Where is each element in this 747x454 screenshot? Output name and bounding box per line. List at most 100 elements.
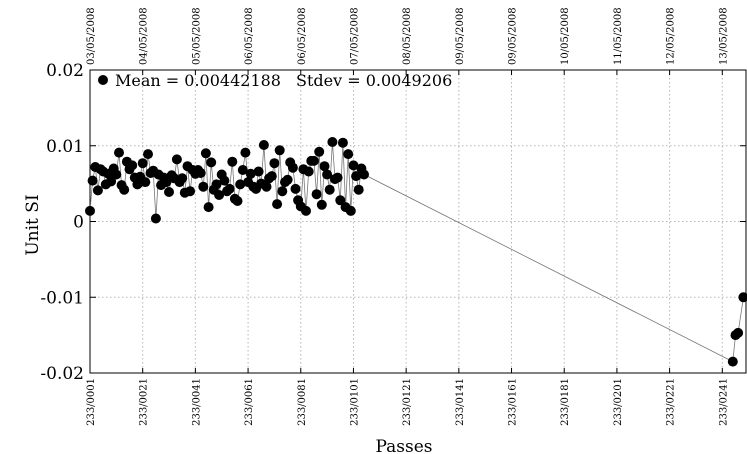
data-point [200,148,211,159]
bottom-tick-label: 233/0241 [718,378,729,426]
data-point [211,179,222,190]
bottom-tick-label: 233/0041 [191,378,202,426]
data-point [269,158,280,169]
y-tick-label: 0.02 [46,61,84,81]
data-point [287,162,298,173]
data-point [266,171,277,182]
data-point [119,184,130,195]
data-point [359,169,369,180]
bottom-tick-label: 233/0201 [613,378,624,426]
data-point [106,176,117,187]
top-tick-label: 09/05/2008 [508,7,519,65]
y-tick-label: -0.02 [40,364,84,384]
data-point [127,160,138,171]
data-point [111,169,122,180]
bottom-tick-label: 233/0001 [86,378,97,426]
top-tick-label: 06/05/2008 [297,7,308,65]
data-point [245,168,256,179]
top-tick-label: 04/05/2008 [139,7,150,65]
data-point [332,172,343,183]
data-point [203,202,214,213]
bottom-tick-label: 233/0141 [455,378,466,426]
data-point [319,161,330,172]
bottom-tick-label: 233/0161 [508,378,519,426]
data-point [351,171,362,182]
data-point [316,199,327,210]
top-tick-label: 03/05/2008 [86,7,97,65]
data-point [253,166,264,177]
data-point [161,177,172,188]
top-tick-label: 05/05/2008 [191,7,202,65]
y-axis-ticks: 0.02 0.01 0 -0.01 -0.02 [40,61,746,384]
data-point [235,179,246,190]
bottom-tick-label: 233/0061 [244,378,255,426]
bottom-axis-ticks: 233/0001 233/0021 233/0041 233/0061 233/0081… [86,368,729,426]
data-point [137,158,148,169]
data-point [87,175,98,186]
data-point [206,157,217,168]
data-point [335,195,346,206]
top-tick-label: 08/05/2008 [402,7,413,65]
data-point [132,179,143,190]
data-point [164,187,174,197]
data-point [272,199,283,210]
data-point [258,140,269,150]
data-point [324,184,335,195]
data-point [308,155,319,166]
data-point [738,292,747,303]
data-point [171,154,182,165]
top-tick-label: 06/05/2008 [244,7,255,65]
data-point [277,186,288,197]
data-point [348,160,359,171]
y-tick-label: 0.01 [46,137,84,157]
data-point [114,147,124,158]
data-point [214,190,225,200]
data-point [232,196,243,206]
y-tick-label: -0.01 [40,288,84,308]
top-tick-label: 12/05/2008 [666,7,677,65]
data-point [237,165,248,175]
bottom-tick-label: 233/0181 [560,378,571,426]
y-axis-label: Unit SI [23,194,43,255]
data-point [345,205,356,216]
y-tick-label: 0 [73,213,84,233]
top-tick-label: 10/05/2008 [560,7,571,65]
bottom-tick-label: 233/0101 [349,378,360,426]
data-point [143,149,153,160]
data-point [224,183,235,194]
bottom-tick-label: 233/0021 [139,378,150,426]
top-tick-label: 13/05/2008 [718,7,729,65]
data-point [327,137,338,147]
data-point [92,185,103,196]
mean-text: Mean = 0.00442188 [115,71,281,90]
data-point [140,177,151,188]
x-axis-label: Passes [375,437,432,454]
data-point [227,156,238,167]
top-tick-label: 09/05/2008 [455,7,466,65]
top-tick-label: 07/05/2008 [349,7,360,65]
data-point [290,183,301,194]
data-point [337,137,348,148]
data-point [303,166,314,177]
data-point [240,147,251,158]
bottom-tick-label: 233/0221 [666,378,677,426]
data-point [274,145,285,156]
data-point [282,174,293,185]
data-point [311,189,322,200]
data-point [85,205,95,216]
data-point [198,181,209,192]
data-point [314,146,325,157]
stats-annotation: Mean = 0.00442188 Stdev = 0.0049206 [98,71,452,90]
data-point [195,168,206,178]
data-point [727,356,738,367]
data-point [343,149,354,160]
bottom-tick-label: 233/0121 [402,378,413,426]
data-point [150,213,161,224]
bottom-tick-label: 233/0081 [297,378,308,426]
data-point [185,186,196,197]
data-point [261,181,272,192]
data-point [177,173,188,184]
top-tick-label: 11/05/2008 [613,7,624,65]
